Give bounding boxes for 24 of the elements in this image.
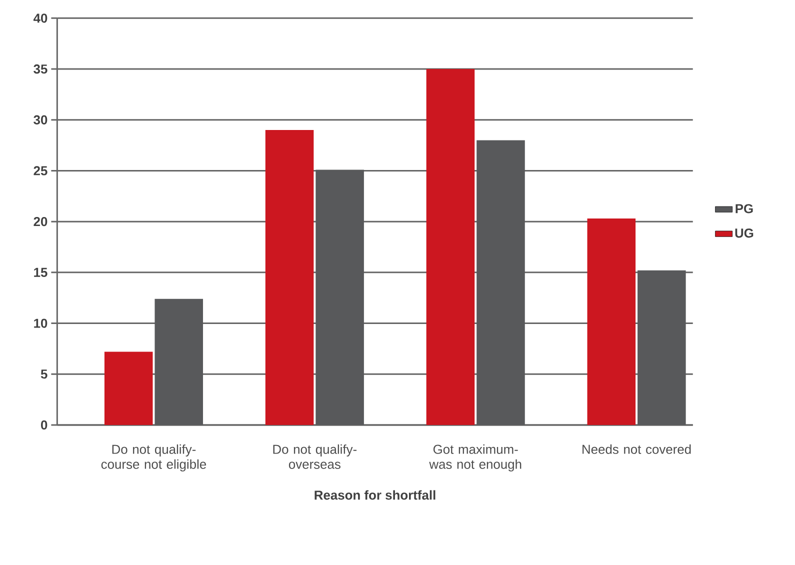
x-tick-label: Needs not covered xyxy=(582,444,691,454)
y-tick-label: 20 xyxy=(34,216,48,226)
bar xyxy=(104,352,153,425)
y-tick-label: 5 xyxy=(40,370,48,379)
legend-label: PG xyxy=(736,204,753,214)
x-tick-label: Do not qualify-overseas xyxy=(273,444,357,469)
y-tick-label: 35 xyxy=(34,64,48,74)
y-tick-label: 30 xyxy=(34,115,48,124)
bar xyxy=(587,218,636,425)
y-tick-label: 0 xyxy=(40,420,48,430)
y-tick-label: 15 xyxy=(34,268,48,277)
bar xyxy=(316,170,364,425)
y-tick-label: 40 xyxy=(33,14,48,23)
bar xyxy=(154,298,204,425)
bar xyxy=(426,68,475,425)
x-tick-label: Do not qualify-course not eligible xyxy=(101,444,206,472)
y-tick-label: 10 xyxy=(34,318,48,328)
bar xyxy=(265,130,314,425)
x-axis-title: Reason for shortfall xyxy=(314,490,436,500)
legend-label: UG xyxy=(735,228,754,238)
y-tick-label: 25 xyxy=(34,166,48,176)
bar xyxy=(476,140,525,425)
bar xyxy=(638,270,686,425)
x-tick-label: Got maximum-was not enough xyxy=(429,444,522,472)
